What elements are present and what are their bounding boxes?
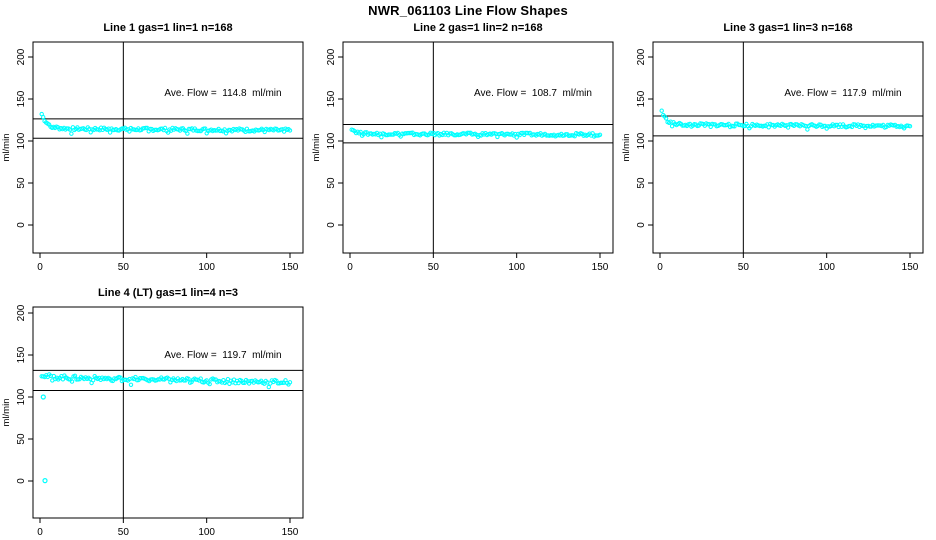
y-axis-label: ml/min (1, 399, 12, 427)
y-axis-label: ml/min (1, 134, 12, 162)
flow-point (69, 131, 74, 136)
y-tick-label: 200 (16, 48, 27, 65)
y-tick-label: 100 (636, 132, 647, 149)
flow-point (67, 127, 73, 132)
plot-frame (652, 41, 924, 254)
y-tick-label: 150 (636, 90, 647, 107)
y-tick-label: 0 (16, 222, 27, 228)
y-tick-label: 50 (16, 433, 27, 445)
subplot-4-title: Line 4 (LT) gas=1 lin=4 n=3 (97, 287, 239, 299)
flow-point (186, 376, 191, 381)
flow-point (597, 132, 603, 138)
x-tick-label: 100 (198, 262, 215, 273)
flow-point (358, 129, 363, 135)
subplot-1: 0 50 100 150 0 50 100 150 200 ml/min (1, 41, 304, 273)
subplot-1-title: Line 1 gas=1 lin=1 n=168 (103, 22, 233, 34)
x-tick-label: 150 (902, 262, 919, 273)
flow-point (379, 135, 384, 140)
y-tick-label: 50 (16, 177, 27, 189)
x-tick-label: 100 (818, 262, 835, 273)
x-tick-label: 100 (198, 527, 215, 538)
plot-frame (32, 306, 304, 519)
scatter-points (39, 111, 293, 136)
flow-point (207, 381, 212, 387)
flow-point (240, 380, 246, 385)
flow-point (69, 379, 75, 384)
y-tick-label: 100 (326, 132, 337, 149)
flow-point (185, 131, 190, 136)
ave-flow-annotation-4: Ave. Flow = 119.7 ml/min (164, 350, 282, 361)
scatter-points (659, 108, 913, 132)
flow-point (107, 130, 113, 135)
ave-flow-annotation-1: Ave. Flow = 114.8 ml/min (164, 88, 282, 99)
flow-point (659, 108, 664, 113)
y-tick-label: 50 (326, 177, 337, 189)
flow-point (907, 124, 913, 129)
flow-point (266, 384, 271, 390)
y-tick-label: 200 (636, 48, 647, 65)
flow-point (821, 123, 826, 129)
y-tick-label: 200 (326, 48, 337, 65)
y-tick-label: 100 (16, 132, 27, 149)
flow-point (118, 375, 123, 380)
flow-outlier-point (42, 478, 48, 484)
scatter-points (349, 127, 603, 140)
y-tick-label: 150 (16, 346, 27, 363)
subplot-4: 0 50 100 150 0 50 100 150 200 ml/min (1, 304, 304, 538)
x-tick-label: 0 (347, 262, 353, 273)
subplot-2-title: Line 2 gas=1 lin=2 n=168 (413, 22, 543, 34)
figure-title: NWR_061103 Line Flow Shapes (368, 3, 568, 18)
x-tick-label: 0 (37, 262, 43, 273)
flow-point (287, 380, 293, 385)
flow-point (805, 127, 810, 132)
scatter-points (39, 372, 293, 484)
y-tick-label: 50 (636, 177, 647, 189)
flow-point (663, 116, 669, 121)
subplot-2: 0 50 100 150 0 50 100 150 200 ml/min (311, 41, 614, 273)
x-tick-label: 50 (118, 527, 130, 538)
flow-point (127, 129, 132, 134)
y-tick-label: 0 (16, 478, 27, 484)
flow-point (203, 126, 208, 131)
x-tick-label: 50 (738, 262, 750, 273)
plot-frame (32, 41, 304, 254)
y-tick-label: 0 (326, 222, 337, 228)
flow-point (128, 382, 134, 387)
x-tick-label: 50 (428, 262, 440, 273)
y-tick-label: 200 (16, 304, 27, 321)
flow-point (91, 378, 96, 383)
x-tick-label: 150 (282, 262, 299, 273)
ave-flow-annotation-3: Ave. Flow = 117.9 ml/min (784, 88, 902, 99)
plot-frame (342, 41, 614, 254)
y-tick-label: 150 (16, 90, 27, 107)
flow-outlier-point (40, 394, 46, 400)
y-tick-label: 100 (16, 388, 27, 405)
x-tick-label: 150 (282, 527, 299, 538)
y-axis-label: ml/min (621, 134, 632, 162)
flow-point (72, 373, 78, 378)
y-tick-label: 0 (636, 222, 647, 228)
subplot-3: 0 50 100 150 0 50 100 150 200 ml/min (621, 41, 924, 273)
x-tick-label: 100 (508, 262, 525, 273)
y-axis-label: ml/min (311, 134, 322, 162)
flow-point (287, 128, 293, 133)
flow-point (514, 135, 519, 140)
subplot-3-title: Line 3 gas=1 lin=3 n=168 (723, 22, 853, 34)
flow-point (669, 124, 675, 129)
flow-point (41, 115, 46, 120)
x-tick-label: 50 (118, 262, 130, 273)
y-tick-label: 150 (326, 90, 337, 107)
x-tick-label: 150 (592, 262, 609, 273)
ave-flow-annotation-2: Ave. Flow = 108.7 ml/min (474, 88, 592, 99)
x-tick-label: 0 (37, 527, 43, 538)
flow-point (198, 376, 203, 381)
flow-point (60, 377, 66, 382)
x-tick-label: 0 (657, 262, 663, 273)
